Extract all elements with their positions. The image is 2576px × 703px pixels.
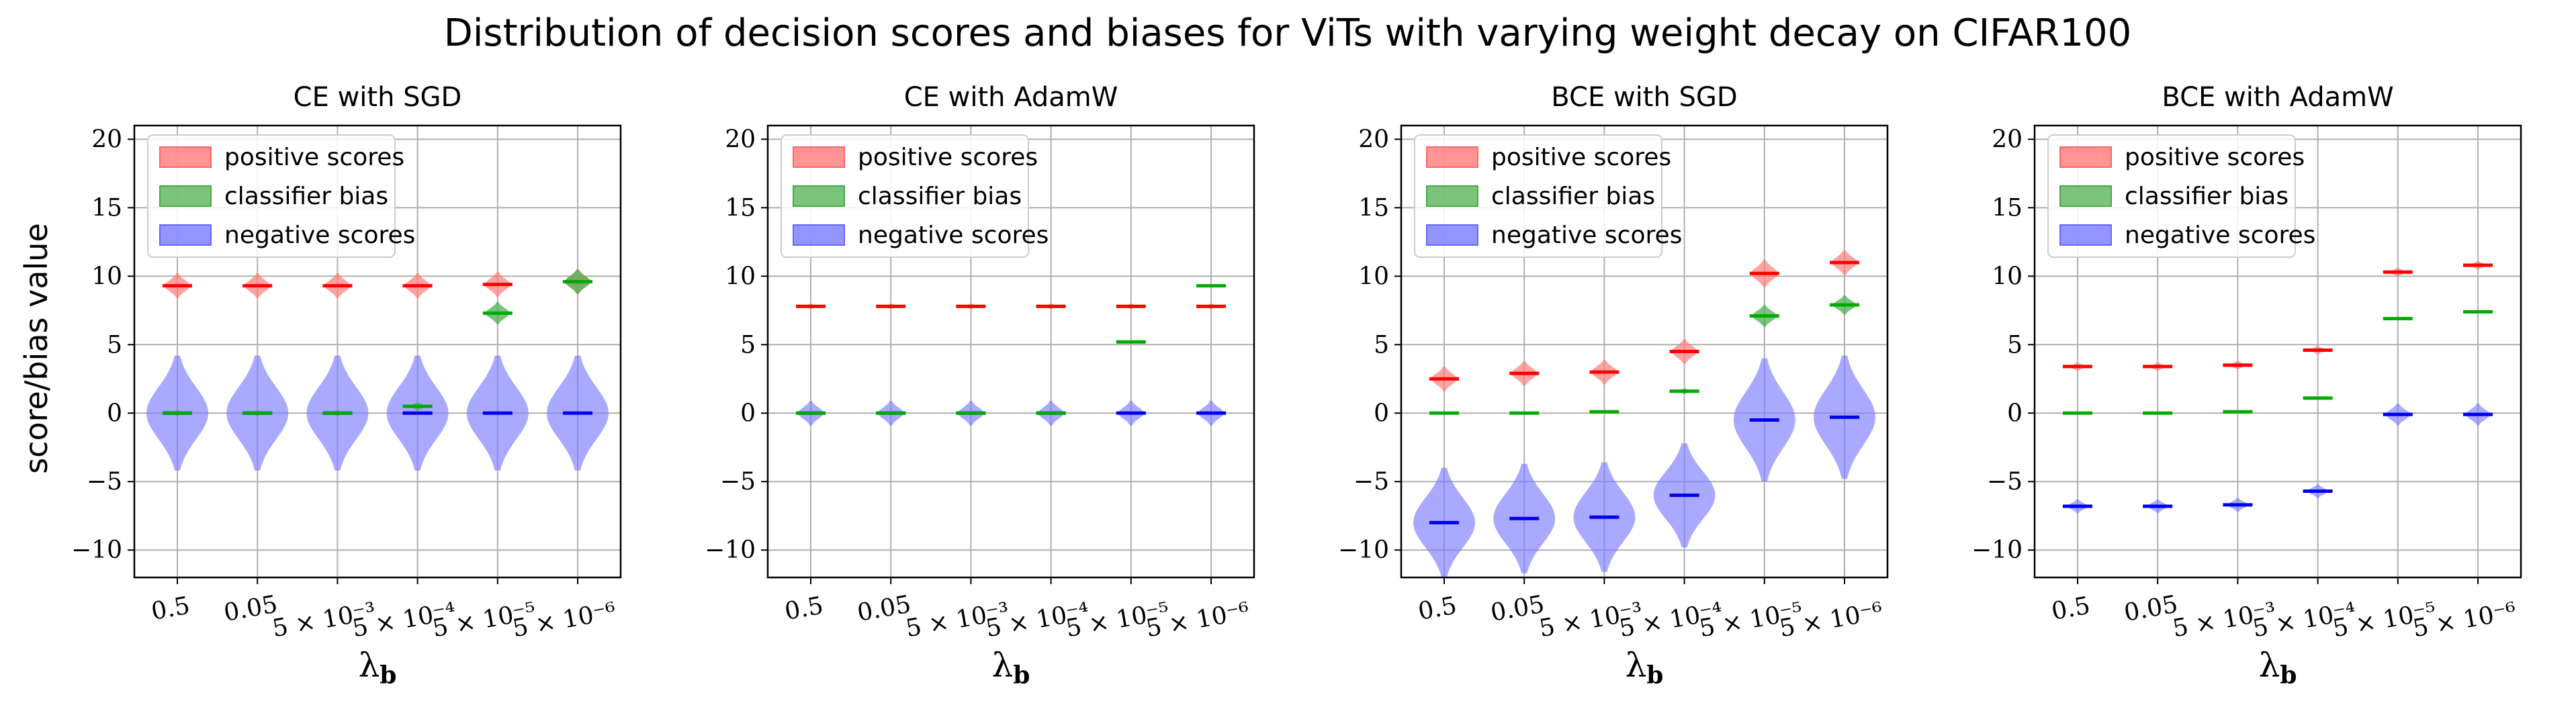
y-tick-label: −10 bbox=[1971, 536, 2023, 564]
legend-swatch bbox=[793, 224, 845, 246]
y-tick-label: 5 bbox=[2007, 331, 2023, 359]
y-axis-label: score/bias value bbox=[18, 223, 54, 474]
x-tick-label-text: 0.5 bbox=[2049, 592, 2092, 626]
panel-title: BCE with SGD bbox=[1551, 82, 1737, 113]
axes-frame bbox=[2033, 124, 2522, 579]
y-tick-label: −10 bbox=[705, 536, 756, 564]
y-tick-label: 20 bbox=[91, 126, 122, 153]
legend-swatch bbox=[1426, 185, 1478, 207]
y-tick-label: −5 bbox=[1987, 468, 2023, 496]
legend-label: positive scores bbox=[858, 144, 1038, 171]
legend-label: positive scores bbox=[2125, 144, 2305, 171]
panel-title: BCE with AdamW bbox=[2162, 82, 2393, 113]
legend-swatch bbox=[159, 185, 212, 207]
y-tick-label: 15 bbox=[1358, 194, 1389, 222]
y-tick-label: 0 bbox=[107, 400, 122, 427]
y-tick-label: 15 bbox=[1992, 194, 2023, 222]
legend: positive scores classifier bias negative s… bbox=[2047, 134, 2315, 258]
legend-label: classifier bias bbox=[224, 183, 388, 210]
y-tick-label: 10 bbox=[1358, 263, 1389, 290]
x-tick-label-0: 0.5 bbox=[2049, 592, 2092, 626]
y-tick-label: 20 bbox=[1358, 126, 1389, 153]
y-tick-label: −5 bbox=[1353, 468, 1389, 496]
panel-title: CE with AdamW bbox=[904, 82, 1118, 113]
legend-swatch bbox=[2059, 185, 2112, 207]
y-tick-label: 15 bbox=[91, 194, 122, 222]
x-tick-label-0: 0.5 bbox=[149, 592, 192, 626]
legend-swatch bbox=[159, 146, 212, 168]
y-tick-label: 10 bbox=[1992, 263, 2023, 290]
legend: positive scores classifier bias negative s… bbox=[781, 134, 1049, 258]
y-tick-label: 10 bbox=[725, 263, 756, 290]
legend-swatch bbox=[1426, 146, 1478, 168]
y-tick-label: 0 bbox=[740, 400, 756, 427]
legend-swatch bbox=[1426, 224, 1478, 246]
y-tick-label: 5 bbox=[1374, 331, 1389, 359]
legend-swatch bbox=[793, 146, 845, 168]
y-tick-label: −5 bbox=[87, 468, 122, 496]
y-tick-label: −10 bbox=[71, 536, 122, 564]
x-tick-label-text: 0.5 bbox=[783, 592, 826, 626]
legend-swatch bbox=[159, 224, 212, 246]
legend: positive scores classifier bias negative s… bbox=[147, 134, 415, 258]
y-tick-label: 0 bbox=[2007, 400, 2023, 427]
y-tick-label: 20 bbox=[1992, 126, 2023, 153]
y-tick-label: 20 bbox=[725, 126, 756, 153]
legend-swatch bbox=[2059, 146, 2112, 168]
y-tick-label: −5 bbox=[720, 468, 756, 496]
y-tick-label: 5 bbox=[740, 331, 756, 359]
y-tick-label: −10 bbox=[1338, 536, 1389, 564]
axes-frame bbox=[1400, 124, 1889, 579]
x-axis-label: λb bbox=[992, 646, 1030, 690]
legend-swatch bbox=[2059, 224, 2112, 246]
x-tick-label-text: 0.5 bbox=[149, 592, 192, 626]
legend-label: negative scores bbox=[224, 222, 415, 249]
x-tick-label-0: 0.5 bbox=[1416, 592, 1459, 626]
x-axis-label: λb bbox=[2259, 646, 2297, 690]
axes-frame bbox=[133, 124, 622, 579]
legend-label: positive scores bbox=[1491, 144, 1671, 171]
y-tick-label: 0 bbox=[1374, 400, 1389, 427]
y-tick-label: 10 bbox=[91, 263, 122, 290]
axes-frame bbox=[766, 124, 1255, 579]
legend-label: negative scores bbox=[2125, 222, 2315, 249]
figure-title: Distribution of decision scores and bias… bbox=[444, 11, 2132, 55]
legend-label: classifier bias bbox=[1491, 183, 1655, 210]
y-tick-label: 5 bbox=[107, 331, 122, 359]
x-axis-label: λb bbox=[359, 646, 397, 690]
legend-label: negative scores bbox=[858, 222, 1049, 249]
legend-label: classifier bias bbox=[2125, 183, 2289, 210]
x-axis-label: λb bbox=[1626, 646, 1664, 690]
y-tick-label: 15 bbox=[725, 194, 756, 222]
legend-label: classifier bias bbox=[858, 183, 1022, 210]
x-tick-label-0: 0.5 bbox=[783, 592, 826, 626]
x-tick-label-text: 0.5 bbox=[1416, 592, 1459, 626]
legend-swatch bbox=[793, 185, 845, 207]
legend-label: positive scores bbox=[224, 144, 404, 171]
legend-label: negative scores bbox=[1491, 222, 1682, 249]
legend: positive scores classifier bias negative s… bbox=[1414, 134, 1682, 258]
panel-title: CE with SGD bbox=[294, 82, 462, 113]
